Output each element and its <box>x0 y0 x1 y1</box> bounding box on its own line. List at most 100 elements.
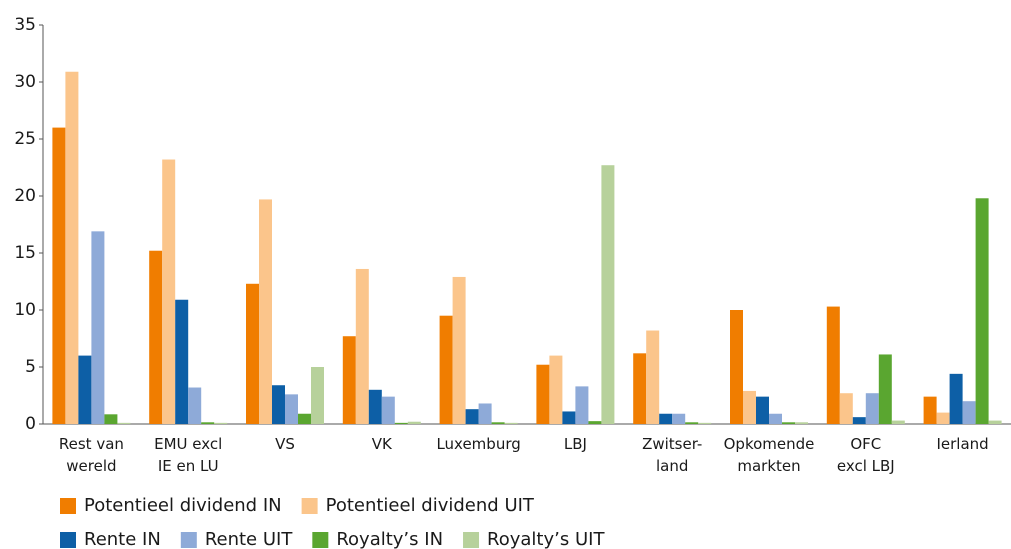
bar <box>698 422 712 424</box>
x-tick-label-line: OFC <box>850 435 881 453</box>
bar <box>826 306 840 424</box>
legend-swatch <box>180 532 197 548</box>
y-tick-label: 15 <box>14 243 36 263</box>
x-tick-label: LBJ <box>564 435 587 453</box>
legend-label: Potentieel dividend UIT <box>326 495 535 516</box>
legend-label: Rente IN <box>84 529 161 549</box>
bar <box>381 396 395 424</box>
bar <box>491 422 505 424</box>
bar <box>852 417 866 424</box>
legend-swatch <box>301 498 318 514</box>
bar <box>214 422 228 424</box>
bar <box>923 396 937 424</box>
y-tick-label: 35 <box>14 15 36 35</box>
bar <box>149 250 163 424</box>
x-tick-label-line: Zwitser- <box>642 435 702 453</box>
bar <box>259 199 272 424</box>
bar <box>962 401 976 424</box>
x-tick-label-line: EMU excl <box>154 435 222 453</box>
legend-swatch <box>60 498 76 514</box>
x-tick-label: Opkomende markten <box>724 435 815 475</box>
x-tick-label: Rest van wereld <box>59 435 124 475</box>
bar <box>891 420 905 424</box>
bar <box>769 413 782 424</box>
bar <box>285 394 298 424</box>
bar <box>162 159 176 424</box>
bar <box>730 310 743 424</box>
bar <box>575 386 589 424</box>
legend-swatch <box>463 532 480 548</box>
bar <box>536 364 550 424</box>
bar <box>865 393 879 424</box>
x-tick-label-line: VK <box>372 435 393 453</box>
bar <box>465 409 479 424</box>
x-tick-label: VK <box>372 435 393 453</box>
bar <box>188 387 202 424</box>
bar <box>175 299 189 424</box>
x-tick-label-line: IE en LU <box>158 457 219 475</box>
bar <box>52 127 66 424</box>
bar <box>368 389 382 424</box>
bar <box>201 422 215 424</box>
bar <box>795 422 808 424</box>
bar <box>949 373 963 424</box>
bar <box>782 422 795 424</box>
bar <box>439 315 453 424</box>
bar <box>342 336 356 424</box>
y-tick-label: 0 <box>25 414 36 434</box>
x-tick-label: Zwitser-land <box>642 435 702 475</box>
y-tick-label: 10 <box>14 300 36 320</box>
bar <box>355 268 369 424</box>
x-tick-label-line: excl LBJ <box>837 457 895 475</box>
bar <box>936 412 950 424</box>
y-tick-label: 20 <box>14 186 36 206</box>
legend-label: Royalty’s UIT <box>487 529 605 549</box>
bar <box>117 422 131 424</box>
legend-label: Rente UIT <box>205 529 294 549</box>
x-tick-label: Ierland <box>936 435 988 453</box>
bar <box>104 414 118 424</box>
bar <box>452 276 466 424</box>
bar <box>646 330 660 424</box>
x-tick-label-line: Rest van <box>59 435 124 453</box>
bar <box>91 231 105 424</box>
bar <box>743 390 756 424</box>
x-tick-label-line: wereld <box>66 457 116 475</box>
bar <box>407 421 421 424</box>
bar <box>756 396 769 424</box>
bar <box>478 403 492 424</box>
x-tick-label: Luxemburg <box>436 435 520 453</box>
bar <box>504 422 518 424</box>
x-tick-label-line: LBJ <box>564 435 587 453</box>
bar <box>549 355 563 424</box>
bar <box>878 354 892 424</box>
x-tick-label: EMU excl IE en LU <box>154 435 222 475</box>
x-tick-label-line: markten <box>737 457 800 475</box>
bar <box>65 71 79 425</box>
bar <box>562 411 576 424</box>
bar <box>246 283 259 424</box>
bar <box>988 420 1002 424</box>
bar <box>588 421 602 424</box>
y-tick-label: 25 <box>14 129 36 149</box>
legend-label: Potentieel dividend IN <box>84 495 282 516</box>
bar <box>672 413 686 424</box>
y-tick-label: 5 <box>25 357 36 377</box>
bar <box>394 422 408 424</box>
legend-label: Royalty’s IN <box>336 529 443 549</box>
bar <box>659 413 673 424</box>
bar <box>78 355 92 424</box>
x-tick-label: OFC excl LBJ <box>837 435 895 475</box>
x-tick-label-line: land <box>656 457 688 475</box>
x-tick-label-line: Luxemburg <box>436 435 520 453</box>
bar <box>298 413 311 424</box>
bar <box>311 367 324 424</box>
x-tick-label-line: VS <box>275 435 295 453</box>
bar <box>601 165 615 424</box>
x-tick-label: VS <box>275 435 295 453</box>
bar <box>633 353 647 424</box>
bar <box>685 422 699 424</box>
x-tick-label-line: Opkomende <box>724 435 815 453</box>
legend-swatch <box>312 532 329 548</box>
